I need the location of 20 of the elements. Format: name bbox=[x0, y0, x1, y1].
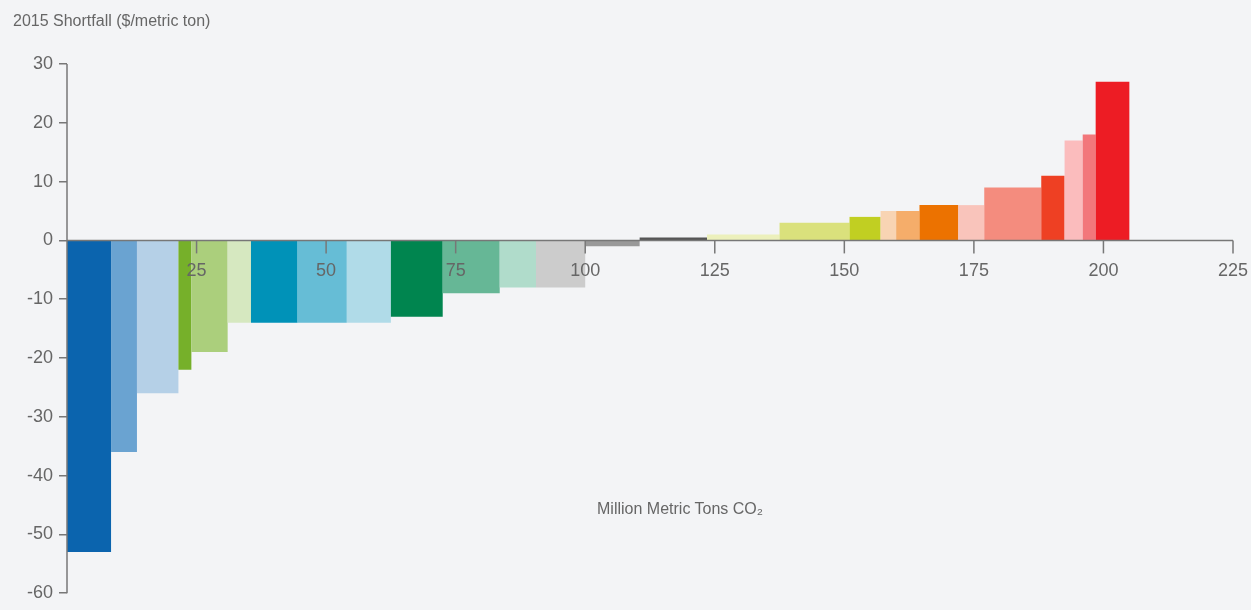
y-tick-label: -50 bbox=[26, 523, 53, 544]
x-tick-label: 150 bbox=[829, 260, 860, 281]
x-axis-title: Million Metric Tons CO₂ bbox=[597, 499, 763, 517]
y-tick-label: 30 bbox=[32, 52, 53, 73]
x-tick-label: 225 bbox=[1217, 260, 1249, 281]
x-tick-label: 125 bbox=[699, 260, 730, 281]
x-tick-label: 175 bbox=[958, 260, 989, 281]
x-tick-label: 75 bbox=[445, 260, 466, 281]
y-tick-label: 0 bbox=[42, 229, 53, 250]
y-axis-title: 2015 Shortfall ($/metric ton) bbox=[13, 12, 211, 30]
y-tick-label: 20 bbox=[32, 111, 53, 132]
y-tick-label: -10 bbox=[26, 288, 53, 309]
y-tick-label: -40 bbox=[26, 464, 53, 485]
y-tick-label: -30 bbox=[26, 405, 53, 426]
x-tick-label: 100 bbox=[570, 260, 601, 281]
y-tick-label: -20 bbox=[26, 346, 53, 367]
y-tick-label: 10 bbox=[32, 170, 53, 191]
x-tick-label: 50 bbox=[316, 260, 337, 281]
y-tick-label: -60 bbox=[26, 582, 53, 603]
x-tick-label: 200 bbox=[1088, 260, 1119, 281]
